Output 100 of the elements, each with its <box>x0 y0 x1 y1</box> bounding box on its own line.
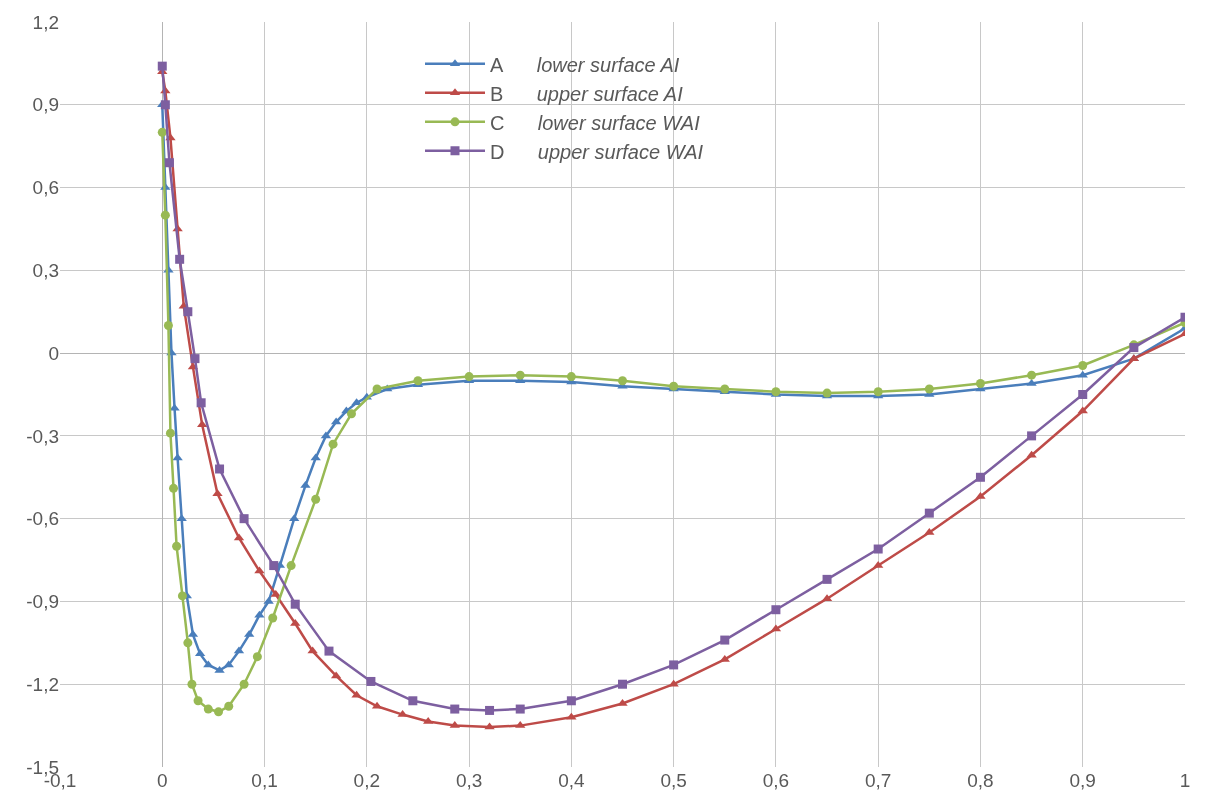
y-tick-label: 0 <box>48 342 59 364</box>
point <box>924 527 935 535</box>
point <box>924 508 934 518</box>
x-tick-label: 0,3 <box>455 770 483 791</box>
point <box>372 384 382 394</box>
point <box>193 696 203 706</box>
point <box>183 307 193 317</box>
x-tick-label: 0,1 <box>251 770 278 791</box>
point <box>1027 370 1037 380</box>
point <box>311 494 321 504</box>
point <box>286 561 296 571</box>
point <box>328 439 338 449</box>
point <box>975 378 985 388</box>
point <box>290 599 300 609</box>
point <box>413 376 423 386</box>
point <box>1078 361 1088 371</box>
point <box>566 696 576 706</box>
point <box>975 472 985 482</box>
point <box>160 210 170 220</box>
point <box>618 679 627 689</box>
point <box>263 596 274 604</box>
x-tick-label: 0,5 <box>660 770 687 791</box>
point <box>719 654 730 662</box>
point <box>771 605 781 615</box>
legend-label: A <box>490 53 504 76</box>
point <box>224 701 234 711</box>
point <box>169 483 179 493</box>
point <box>924 384 934 394</box>
point <box>190 354 200 364</box>
annotation: lower surface WAI <box>537 111 701 134</box>
point <box>324 646 334 656</box>
y-tick-label: 0,9 <box>32 94 59 116</box>
point <box>346 409 356 419</box>
x-tick-label: 0,9 <box>1069 770 1096 791</box>
x-tick-label: 0,8 <box>967 770 994 791</box>
point <box>239 514 249 524</box>
point <box>239 679 249 689</box>
point <box>177 591 187 601</box>
point <box>157 127 167 137</box>
annotation: upper surface AI <box>536 82 684 105</box>
point <box>214 665 225 673</box>
x-tick-label: 0 <box>156 770 168 791</box>
y-tick-label: -0,6 <box>26 508 59 530</box>
point <box>822 574 832 584</box>
point <box>464 372 474 382</box>
point <box>1027 431 1037 441</box>
point <box>163 321 173 331</box>
point <box>408 696 418 706</box>
annotation: lower surface AI <box>536 53 680 76</box>
y-tick-label: -0,9 <box>26 591 59 613</box>
point <box>366 676 376 686</box>
point <box>172 541 182 551</box>
point <box>1077 406 1088 414</box>
point <box>873 387 883 397</box>
x-tick-label: 1 <box>1179 770 1191 791</box>
point <box>164 158 174 168</box>
x-tick-label: 0,7 <box>864 770 892 791</box>
point <box>515 704 525 714</box>
point <box>165 428 175 438</box>
point <box>203 704 213 714</box>
y-tick-label: 1,2 <box>32 11 59 33</box>
point <box>252 652 262 662</box>
legend-label: C <box>490 111 505 134</box>
point <box>485 705 495 715</box>
point <box>212 489 223 497</box>
point <box>1078 390 1088 399</box>
point <box>172 453 183 461</box>
y-tick-label: -0,3 <box>26 425 59 447</box>
y-tick-label: 0,6 <box>32 177 59 199</box>
point <box>269 561 279 571</box>
point <box>183 638 193 648</box>
annotation: upper surface WAI <box>537 140 704 163</box>
point <box>720 635 730 645</box>
x-tick-label: 0,4 <box>558 770 585 791</box>
point <box>175 254 185 264</box>
point <box>351 690 362 698</box>
legend-label: D <box>490 140 505 163</box>
point <box>268 613 278 623</box>
point <box>214 707 224 717</box>
point <box>1026 378 1037 386</box>
point <box>215 464 225 474</box>
point <box>566 712 577 720</box>
y-tick-label: 0,3 <box>32 259 59 281</box>
point <box>484 722 495 730</box>
x-tick-label: 0,6 <box>762 770 790 791</box>
point <box>873 544 883 554</box>
point <box>223 660 234 668</box>
point <box>196 398 206 408</box>
point <box>618 376 627 386</box>
point <box>566 372 576 382</box>
point <box>157 61 167 71</box>
point <box>515 370 525 380</box>
legend-label: B <box>490 82 504 105</box>
point <box>187 679 197 689</box>
x-tick-label: 0,2 <box>353 770 381 791</box>
y-tick-label: -1,2 <box>26 673 59 695</box>
point <box>310 453 321 461</box>
point <box>669 660 679 670</box>
point <box>450 704 460 714</box>
point <box>203 660 214 668</box>
